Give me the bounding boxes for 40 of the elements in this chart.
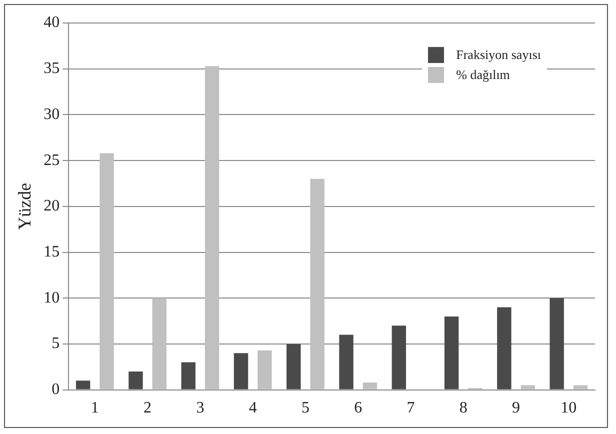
x-tick-label: 7	[406, 400, 415, 417]
x-tick-label: 9	[512, 400, 520, 417]
y-tick-label: 35	[44, 60, 60, 78]
bar	[392, 326, 406, 390]
x-tick-label: 2	[144, 400, 152, 417]
y-tick-label: 30	[44, 106, 60, 123]
bar	[310, 178, 324, 390]
bar	[128, 371, 143, 390]
bar	[286, 344, 301, 390]
y-tick-label: 25	[44, 152, 60, 169]
bar	[550, 298, 564, 390]
y-tick-label: 5	[52, 335, 60, 352]
y-tick-label: 0	[52, 381, 60, 398]
bar	[234, 353, 248, 390]
x-tick-label: 4	[248, 400, 257, 417]
bar	[204, 66, 220, 390]
bar	[362, 382, 378, 390]
bar	[444, 316, 459, 390]
bar	[181, 362, 196, 390]
y-axis-title: Yüzde	[14, 182, 35, 230]
x-tick-label: 6	[354, 400, 362, 417]
y-tick-label: 15	[44, 243, 60, 260]
bar	[497, 307, 512, 390]
x-tick-label: 8	[459, 400, 468, 417]
y-tick-label: 40	[44, 14, 60, 32]
bar	[258, 350, 272, 390]
bar	[573, 385, 588, 390]
legend-label: Fraksiyon sayısı	[456, 47, 541, 63]
bar	[152, 298, 167, 390]
x-tick-label: 1	[90, 400, 99, 417]
x-tick-label: 3	[196, 400, 204, 417]
x-tick-label: 5	[301, 400, 310, 417]
x-tick-label: 10	[560, 400, 577, 417]
bar	[100, 153, 114, 390]
legend-label: % dağılım	[456, 67, 510, 83]
bar	[76, 380, 90, 390]
y-tick-label: 10	[44, 289, 60, 306]
y-tick-label: 20	[44, 198, 60, 215]
bar	[520, 385, 535, 390]
bar	[339, 334, 354, 390]
